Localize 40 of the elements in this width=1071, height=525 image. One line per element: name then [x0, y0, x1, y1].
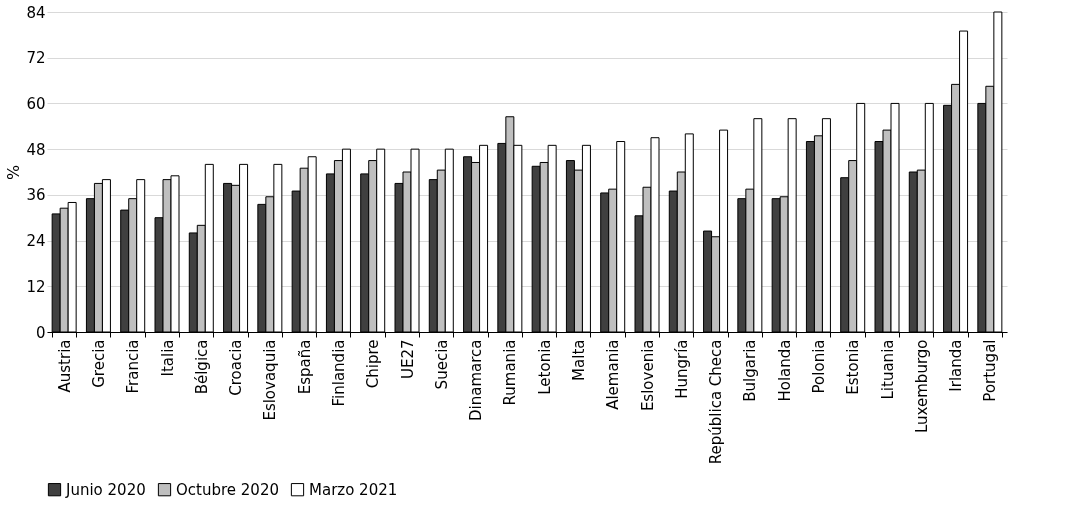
x-tick-label: Hungría [672, 339, 691, 399]
x-tick-label: Bélgica [192, 339, 211, 395]
legend-label: Octubre 2020 [176, 480, 279, 499]
x-tick-label: Polonia [809, 339, 828, 394]
y-tick-label: 12 [26, 277, 46, 296]
x-tick-label: Chipre [364, 339, 383, 389]
x-tick-label: Rumania [501, 339, 520, 406]
x-tick-label: Francia [124, 339, 143, 394]
x-tick-label: República Checa [707, 339, 726, 465]
y-tick-label: 24 [26, 232, 46, 251]
x-tick-label: Letonia [535, 339, 554, 395]
x-tick-label: UE27 [398, 339, 417, 380]
x-tick-label: Holanda [775, 339, 794, 402]
y-tick-label: 84 [26, 3, 46, 22]
x-tick-label: Lituania [878, 339, 897, 400]
x-tick-label: Croacia [227, 339, 246, 396]
x-tick-label: España [295, 339, 314, 395]
x-tick-label: Finlandia [329, 339, 348, 407]
x-tick-label: Eslovenia [638, 339, 657, 412]
legend-label: Marzo 2021 [309, 480, 398, 499]
y-tick-label: 72 [26, 49, 46, 68]
x-tick-label: Grecia [89, 339, 108, 388]
x-tick-label: Bulgaria [741, 339, 760, 402]
x-tick-label: Estonia [844, 339, 863, 395]
x-tick-label: Eslovaquia [261, 339, 280, 421]
y-tick-label: 0 [35, 323, 46, 342]
y-tick-label: 60 [26, 94, 46, 113]
x-tick-label: Alemania [604, 339, 623, 410]
y-tick-label: 48 [26, 140, 46, 159]
x-tick-label: Luxemburgo [912, 339, 931, 433]
x-tick-label: Dinamarca [467, 339, 486, 421]
y-tick-label: 36 [26, 186, 46, 205]
x-tick-label: Irlanda [947, 339, 966, 392]
x-tick-label: Austria [55, 339, 74, 393]
legend-label: Junio 2020 [65, 480, 146, 499]
x-tick-label: Suecia [432, 339, 451, 390]
y-axis-title: % [4, 164, 24, 181]
x-tick-label: Portugal [981, 339, 1000, 402]
x-tick-label: Italia [158, 339, 177, 377]
x-tick-label: Malta [569, 339, 588, 381]
